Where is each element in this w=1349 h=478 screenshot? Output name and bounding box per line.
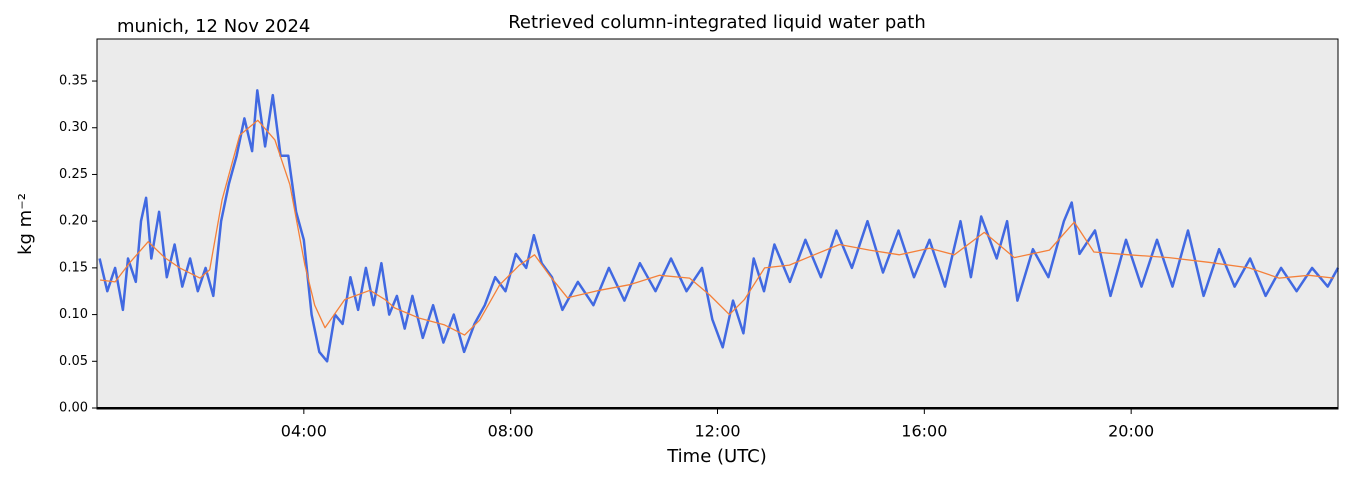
y-tick-label: 0.10 [59,307,88,322]
y-tick-label: 0.15 [59,260,88,275]
y-tick-label: 0.20 [59,214,88,229]
x-tick-label: 16:00 [901,422,947,441]
plot-background [97,39,1338,409]
x-axis-label: Time (UTC) [666,446,767,467]
x-tick-label: 04:00 [281,422,327,441]
raw-line [98,89,1340,363]
annotation: munich, 12 Nov 2024 [117,16,310,37]
y-axis-label: kg m⁻² [15,193,36,255]
y-tick-label: 0.35 [59,74,88,89]
chart-title: Retrieved column-integrated liquid water… [508,12,926,33]
y-tick-label: 0.00 [59,401,88,416]
y-tick-label: 0.25 [59,167,88,182]
x-tick-label: 20:00 [1108,422,1154,441]
x-tick-label: 12:00 [694,422,740,441]
y-tick-label: 0.05 [59,354,88,369]
smoothed-line [100,119,1334,336]
y-tick-label: 0.30 [59,120,88,135]
x-tick-label: 08:00 [488,422,534,441]
